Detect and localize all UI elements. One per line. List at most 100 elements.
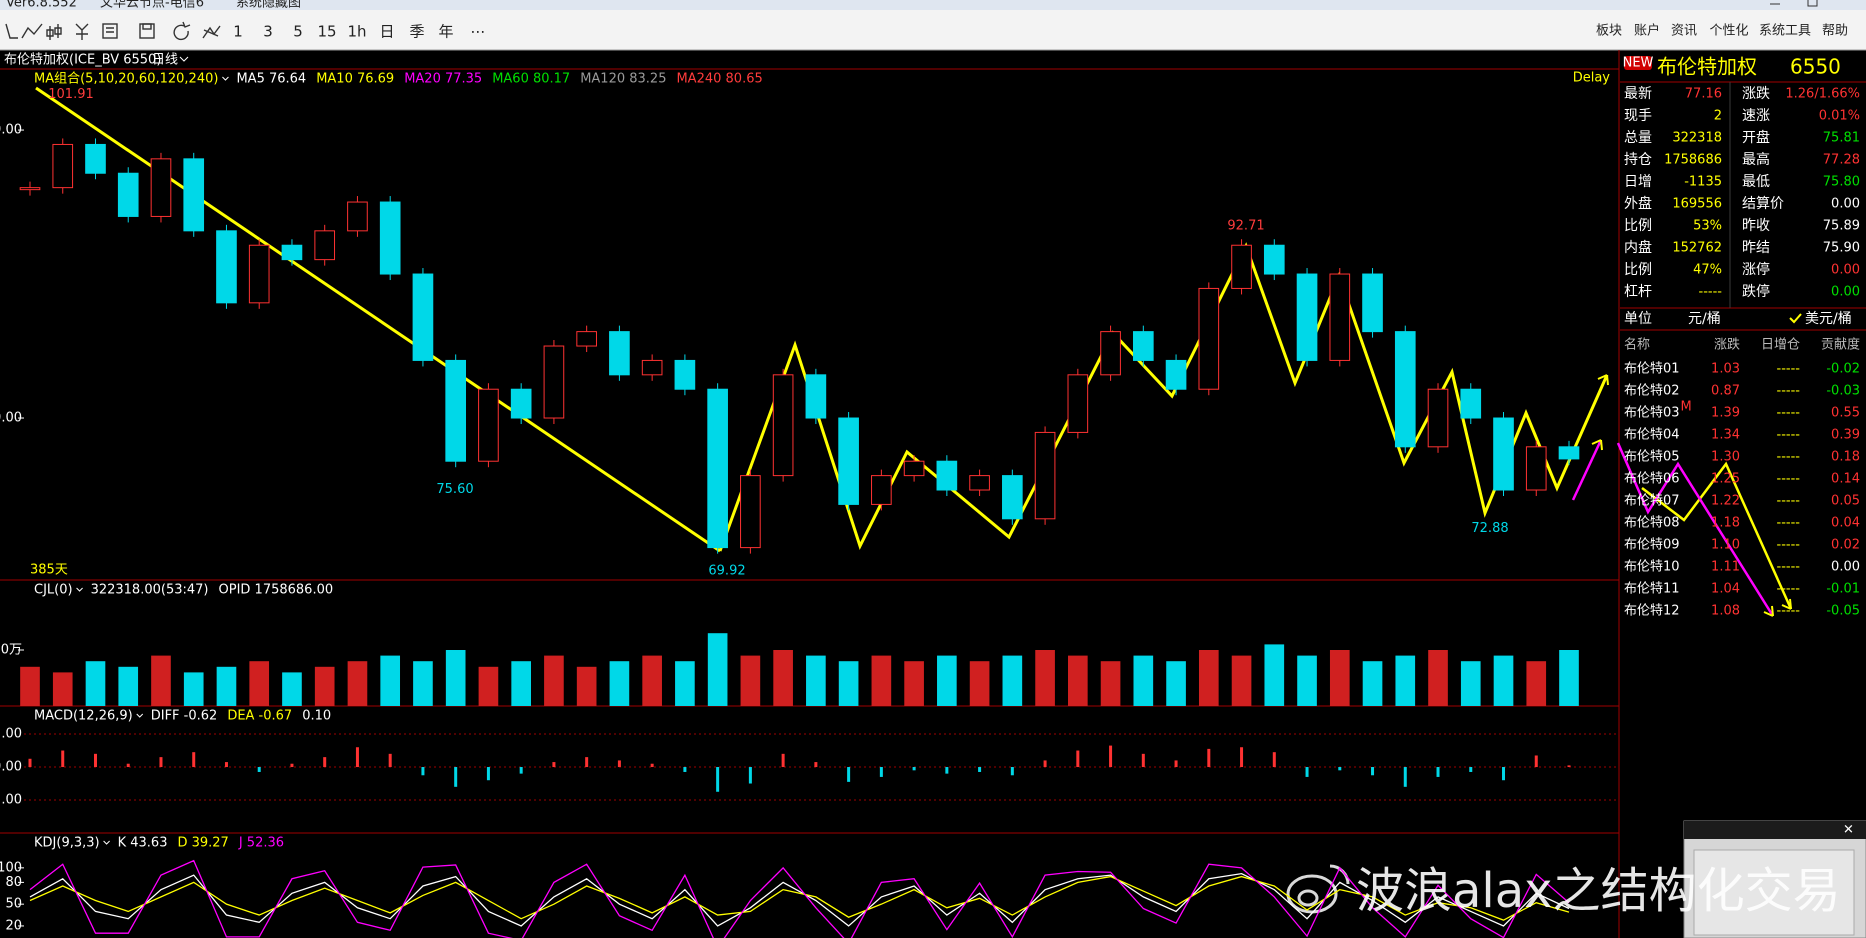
macd-bar: [617, 760, 621, 768]
contract-oi: -----: [1777, 450, 1801, 465]
quote-value: 0.00: [1831, 197, 1860, 212]
contract-name[interactable]: 布伦特04: [1624, 428, 1680, 443]
macd-bar: [847, 767, 851, 782]
period-button[interactable]: 1h: [347, 23, 366, 41]
candle: [740, 475, 761, 549]
period-button[interactable]: 1: [233, 23, 243, 41]
contract-name[interactable]: 布伦特08: [1624, 516, 1680, 531]
quote-value: 1.26/1.66%: [1785, 87, 1860, 102]
macd-bar: [1174, 760, 1178, 768]
contract-oi: -----: [1777, 516, 1801, 531]
candle: [1132, 331, 1154, 361]
legend-entry: OPID 1758686.00: [219, 583, 334, 598]
legend-entry: MA240 80.65: [676, 72, 762, 87]
quote-value: -1135: [1684, 175, 1722, 190]
contract-change: 0.87: [1711, 384, 1740, 399]
volume-bar: [838, 661, 859, 706]
contract-name[interactable]: 布伦特05: [1624, 450, 1680, 465]
period-button[interactable]: 5: [293, 23, 303, 41]
period-button[interactable]: 3: [263, 23, 273, 41]
period-button[interactable]: 年: [438, 23, 453, 41]
period-button[interactable]: ⋯: [471, 23, 486, 41]
menu-item[interactable]: 个性化: [1709, 24, 1748, 39]
quote-label: 比例: [1624, 218, 1652, 234]
quote-label: 日增: [1624, 174, 1652, 190]
volume-bar: [52, 672, 73, 706]
menu-item[interactable]: 板块: [1596, 24, 1622, 39]
candle: [1558, 446, 1580, 460]
contract-oi: -----: [1777, 582, 1801, 597]
quote-label: 结算价: [1742, 196, 1784, 212]
y-tick-label: 80.00: [0, 411, 22, 426]
list-header: 日增仓: [1761, 338, 1800, 353]
menu-item[interactable]: 资讯: [1671, 24, 1697, 39]
contract-name[interactable]: 布伦特10: [1624, 560, 1680, 575]
contract-contrib: 0.55: [1831, 406, 1860, 421]
macd-bar: [323, 757, 327, 768]
volume-bar: [806, 655, 826, 706]
menu-item[interactable]: 账户: [1634, 23, 1660, 39]
legend-entry: D 39.27: [177, 836, 228, 851]
popup-close[interactable]: ✕: [1843, 823, 1854, 838]
indicator-title: MA组合(5,10,20,60,120,240): [34, 72, 218, 87]
volume-bar: [544, 655, 564, 706]
kdj-line: [29, 859, 1570, 938]
menu-item[interactable]: 帮助: [1822, 24, 1848, 39]
indicator-dropdown[interactable]: [222, 76, 229, 81]
contract-name[interactable]: 布伦特07: [1624, 494, 1680, 509]
candle: [1100, 331, 1121, 376]
candle: [1460, 388, 1482, 419]
contract-name[interactable]: 布伦特06: [1624, 472, 1680, 487]
contract-name[interactable]: 布伦特03: [1624, 406, 1680, 421]
macd-bar: [93, 753, 97, 768]
volume-bar: [118, 666, 139, 706]
candle: [1263, 244, 1285, 275]
volume-bar: [1395, 655, 1416, 706]
macd-bar: [257, 767, 261, 772]
period-button[interactable]: 15: [317, 23, 336, 41]
window-controls[interactable]: [1770, 0, 1818, 7]
quote-label: 外盘: [1624, 195, 1652, 212]
volume-bar: [1002, 655, 1023, 706]
quote-badge-text: NEW: [1623, 56, 1654, 71]
candle: [1034, 431, 1056, 520]
macd-bar: [355, 747, 359, 768]
contract-change: 1.08: [1711, 604, 1740, 619]
candle: [674, 359, 696, 390]
contract-name[interactable]: 布伦特11: [1624, 582, 1680, 597]
indicator-dropdown[interactable]: [136, 713, 144, 718]
macd-bar: [61, 750, 65, 768]
toolbar-icons[interactable]: [5, 21, 221, 41]
quote-label: 昨结: [1742, 240, 1770, 256]
volume-bar: [1198, 650, 1219, 706]
period-button[interactable]: 日: [379, 23, 394, 41]
unit-option[interactable]: 元/桶: [1688, 311, 1721, 327]
indicator-dropdown[interactable]: [76, 587, 83, 592]
macd-bar: [1436, 767, 1440, 777]
period-button[interactable]: 季: [409, 23, 424, 41]
candle: [1198, 287, 1220, 390]
volume-bar: [380, 655, 401, 706]
quote-badge: [1624, 56, 1652, 70]
candle: [576, 331, 597, 347]
legend-entry: DEA -0.67: [227, 709, 292, 724]
candle: [216, 230, 237, 304]
volume-bar: [151, 655, 171, 706]
unit-option[interactable]: 美元/桶: [1805, 311, 1852, 327]
menu-item[interactable]: 系统工具: [1759, 24, 1811, 39]
candle: [1329, 273, 1351, 361]
volume-bar: [675, 661, 695, 706]
price-annotation: 75.60: [436, 482, 473, 497]
price-annotation: 92.71: [1227, 219, 1264, 234]
candle: [510, 388, 532, 419]
macd-bar: [1141, 753, 1145, 768]
volume-bar: [249, 661, 270, 706]
volume-bar: [642, 655, 662, 706]
indicator-dropdown[interactable]: [103, 840, 110, 845]
contract-name[interactable]: 布伦特12: [1624, 604, 1680, 619]
period-select[interactable]: 日线: [152, 53, 178, 68]
contract-name[interactable]: 布伦特01: [1624, 362, 1680, 377]
macd-bar: [781, 753, 785, 768]
contract-name[interactable]: 布伦特09: [1624, 538, 1680, 553]
contract-name[interactable]: 布伦特02: [1624, 384, 1680, 399]
